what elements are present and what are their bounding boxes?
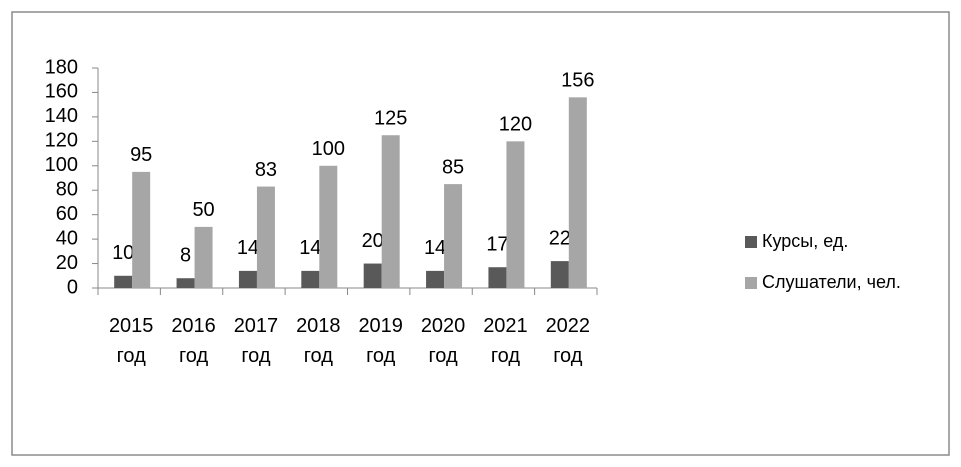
data-label: 50 bbox=[192, 199, 214, 221]
data-label: 14 bbox=[424, 237, 446, 259]
y-tick-label: 60 bbox=[56, 203, 78, 225]
x-tick-label: 2015 год bbox=[109, 315, 154, 367]
bar bbox=[319, 165, 338, 288]
x-tick-label-line: 2017 bbox=[234, 315, 279, 337]
bar bbox=[238, 270, 257, 288]
x-tick-label-line: 2019 bbox=[358, 315, 403, 337]
bar bbox=[550, 261, 569, 288]
x-tick-label-line: 2015 bbox=[109, 315, 154, 337]
x-tick-label: 2017 год bbox=[234, 315, 279, 367]
x-tick-label: 2018 год bbox=[296, 315, 341, 367]
data-label: 85 bbox=[442, 156, 464, 178]
x-tick-label: 2020 год bbox=[421, 315, 466, 367]
x-tick-label-line: год bbox=[491, 345, 521, 367]
chart-frame bbox=[11, 11, 950, 456]
x-tick-label-line: год bbox=[304, 345, 334, 367]
bar bbox=[301, 270, 320, 288]
x-tick-label-line: 2016 bbox=[171, 315, 216, 337]
data-label: 156 bbox=[561, 70, 594, 92]
x-tick-label-line: 2018 bbox=[296, 315, 341, 337]
x-tick-label: 2019 год bbox=[358, 315, 403, 367]
x-tick-label-line: 2021 bbox=[483, 315, 528, 337]
data-label: 22 bbox=[549, 227, 571, 249]
bar bbox=[506, 141, 525, 288]
data-label: 10 bbox=[112, 242, 134, 264]
legend-text: Слушатели, чел. bbox=[762, 272, 901, 292]
data-label: 100 bbox=[312, 138, 345, 160]
legend-text: Курсы, ед. bbox=[762, 231, 848, 251]
x-tick-label-line: 2020 bbox=[421, 315, 466, 337]
y-tick-label: 0 bbox=[67, 276, 78, 298]
x-tick-label: 2021 год bbox=[483, 315, 528, 367]
y-tick-label: 180 bbox=[45, 56, 78, 78]
data-label: 14 bbox=[299, 237, 321, 259]
x-tick-label-line: год bbox=[553, 345, 583, 367]
bar bbox=[444, 184, 463, 288]
bar bbox=[114, 275, 133, 288]
x-tick-label: 2016 год bbox=[171, 315, 216, 367]
bar bbox=[132, 171, 151, 288]
data-label: 8 bbox=[180, 245, 191, 267]
bar bbox=[568, 97, 587, 288]
x-tick-label: 2022 год bbox=[546, 315, 591, 367]
y-tick-label: 140 bbox=[45, 105, 78, 127]
data-label: 20 bbox=[362, 230, 384, 252]
bar bbox=[381, 135, 400, 288]
data-label: 14 bbox=[237, 237, 259, 259]
legend-swatch bbox=[745, 277, 757, 289]
bar bbox=[363, 263, 382, 288]
bar bbox=[256, 186, 275, 288]
y-tick-label: 160 bbox=[45, 81, 78, 103]
data-label: 83 bbox=[255, 159, 277, 181]
y-tick-label: 120 bbox=[45, 130, 78, 152]
x-tick-label-line: год bbox=[241, 345, 271, 367]
x-tick-label-line: год bbox=[179, 345, 209, 367]
x-tick-label-line: 2022 bbox=[546, 315, 591, 337]
y-tick-label: 80 bbox=[56, 179, 78, 201]
y-tick-label: 100 bbox=[45, 154, 78, 176]
data-label: 120 bbox=[499, 114, 532, 136]
y-tick-label: 20 bbox=[56, 252, 78, 274]
bar bbox=[488, 267, 507, 288]
y-tick-label: 40 bbox=[56, 227, 78, 249]
bar bbox=[176, 278, 195, 288]
bar bbox=[194, 226, 213, 288]
data-label: 95 bbox=[130, 144, 152, 166]
legend-swatch bbox=[745, 236, 757, 248]
x-tick-label-line: год bbox=[366, 345, 396, 367]
data-label: 17 bbox=[486, 234, 508, 256]
data-label: 125 bbox=[374, 108, 407, 130]
x-tick-label-line: год bbox=[117, 345, 147, 367]
x-tick-label-line: год bbox=[428, 345, 458, 367]
bar bbox=[426, 270, 445, 288]
